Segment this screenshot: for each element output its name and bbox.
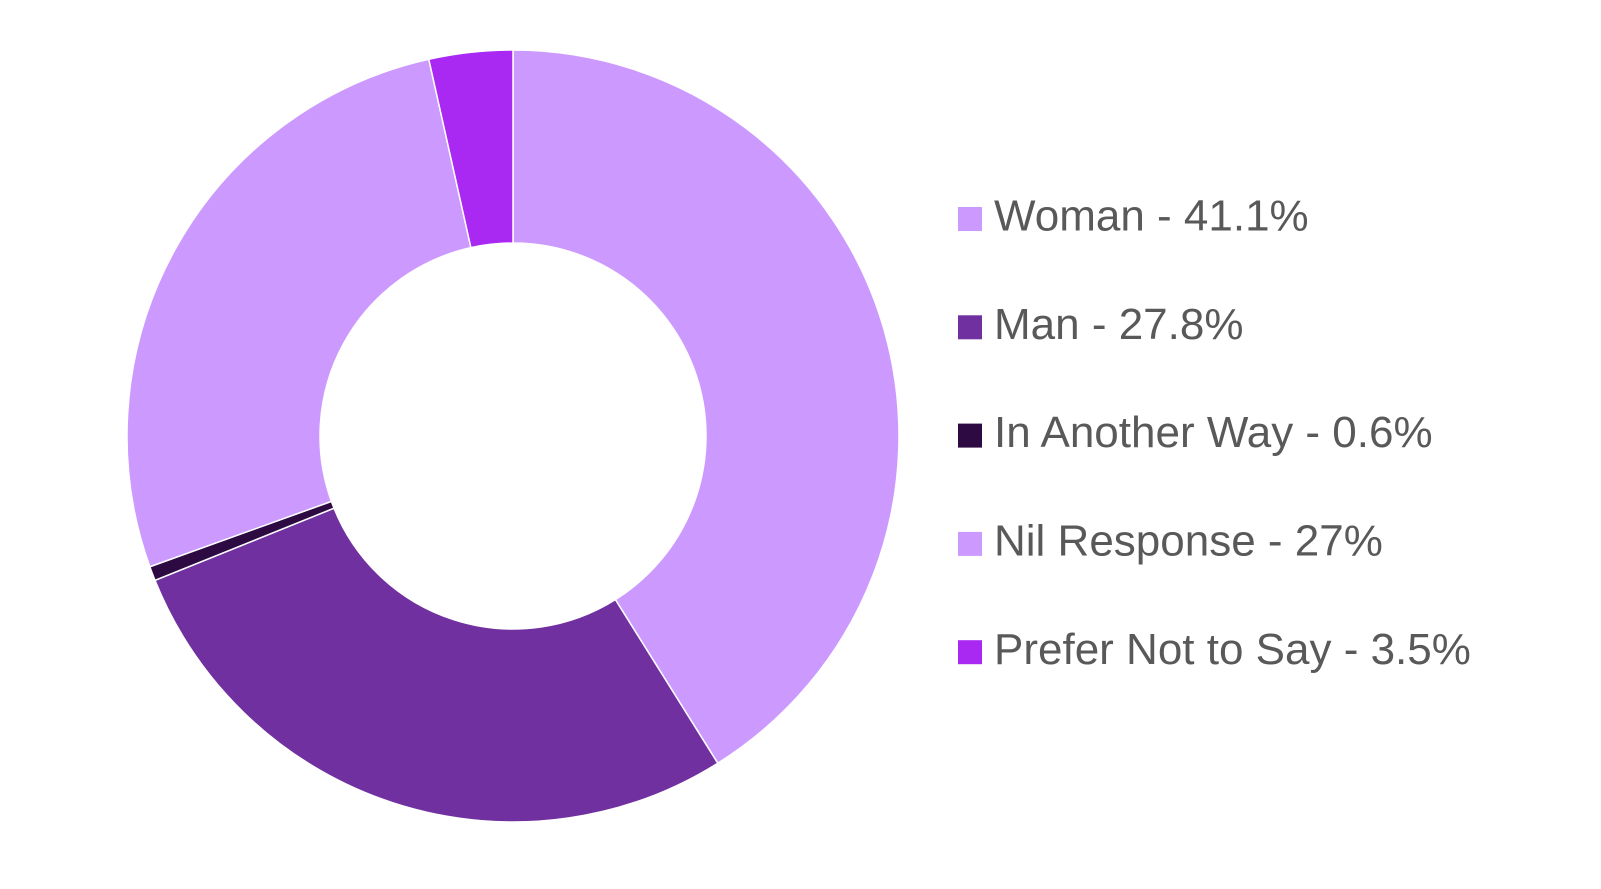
legend-label: Nil Response - 27% <box>994 517 1383 566</box>
legend-label: Prefer Not to Say - 3.5% <box>994 625 1471 674</box>
donut-slice <box>126 58 472 568</box>
legend-swatch <box>958 531 982 556</box>
legend-label: In Another Way - 0.6% <box>994 408 1433 457</box>
legend-label: Woman - 41.1% <box>994 192 1309 241</box>
legend-swatch <box>958 315 982 340</box>
donut-slice <box>154 507 719 823</box>
legend-label: Man - 27.8% <box>994 300 1243 349</box>
legend-swatch <box>958 640 982 665</box>
donut-slice <box>512 49 900 765</box>
legend-swatch <box>958 207 982 231</box>
legend-swatch <box>958 423 982 448</box>
donut-slice <box>427 49 514 249</box>
